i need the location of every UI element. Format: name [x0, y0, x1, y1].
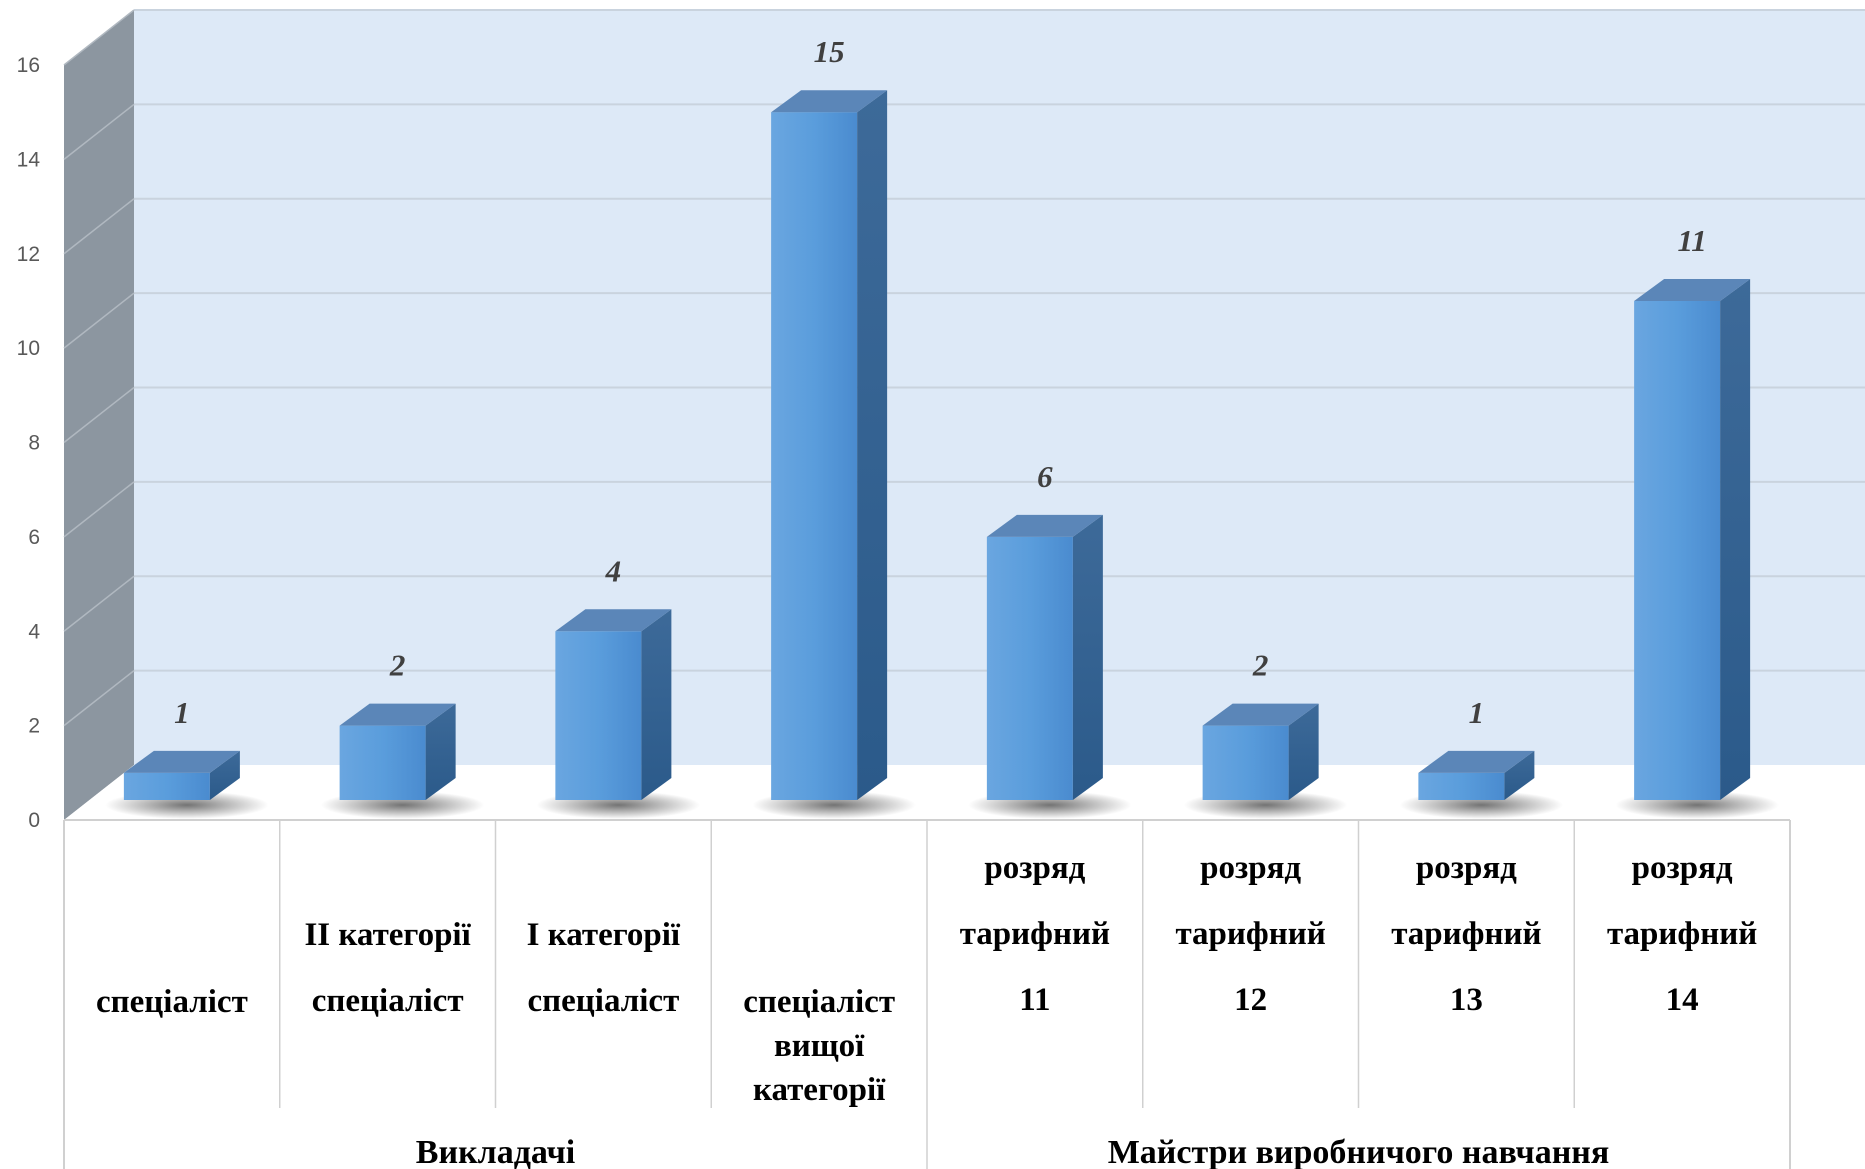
category-table: спеціаліст ІІ категорії спеціаліст І катего… — [63, 819, 1791, 1169]
bar-top — [986, 514, 1103, 537]
bar — [752, 90, 916, 819]
bar-front — [986, 536, 1073, 800]
category-label: тарифний — [960, 916, 1110, 952]
side-gridline — [63, 575, 135, 632]
y-tick-label: 4 — [28, 620, 40, 643]
bar-front — [1202, 725, 1289, 800]
data-label: 1 — [1469, 695, 1485, 730]
y-tick-label: 14 — [17, 148, 41, 171]
group-label: Викладачі — [416, 1134, 575, 1169]
bar-front — [1418, 772, 1505, 800]
bar-side — [1072, 514, 1103, 800]
side-gridline — [63, 198, 135, 255]
category-label: 14 — [1666, 982, 1699, 1018]
category-label: 12 — [1234, 982, 1267, 1018]
category-label: розряд — [1632, 850, 1733, 886]
bar — [1183, 703, 1348, 819]
category-label: розряд — [1416, 850, 1517, 886]
bar — [968, 514, 1132, 819]
side-gridline — [63, 9, 135, 66]
bar-side — [857, 90, 888, 800]
y-tick-label: 8 — [28, 432, 40, 455]
category-label: вищої — [774, 1028, 865, 1064]
data-label: 11 — [1677, 223, 1706, 258]
bar-side — [209, 750, 240, 800]
y-tick-label: 12 — [17, 243, 40, 266]
bar-side — [641, 609, 672, 800]
bar-front — [771, 112, 858, 800]
bar-top — [1634, 278, 1751, 301]
data-label: 1 — [174, 695, 190, 730]
category-label: спеціаліст — [96, 984, 248, 1020]
category-label: тарифний — [1607, 916, 1757, 952]
data-label: 15 — [814, 34, 845, 69]
side-gridline — [63, 103, 135, 160]
bar — [1615, 278, 1779, 819]
category-label: тарифний — [1175, 916, 1325, 952]
bar-front — [339, 725, 426, 800]
bar-side — [1288, 703, 1319, 800]
category-label: тарифний — [1391, 916, 1541, 952]
side-gridline — [63, 481, 135, 538]
data-label: 4 — [605, 553, 622, 588]
category-label: І категорії — [527, 917, 681, 953]
bar-front — [1634, 300, 1721, 800]
side-gridline — [63, 386, 135, 444]
bar-top — [1418, 750, 1535, 773]
y-tick-label: 2 — [28, 715, 40, 738]
category-label: 13 — [1450, 982, 1483, 1018]
category-label: 11 — [1019, 982, 1050, 1018]
data-label: 2 — [1252, 648, 1269, 683]
category-label: спеціаліст — [527, 983, 679, 1019]
category-label: розряд — [1200, 850, 1301, 886]
bar-top — [123, 750, 240, 773]
category-label: ІІ категорії — [304, 917, 471, 953]
bar-front — [123, 772, 210, 800]
bars — [105, 90, 1779, 819]
group-label: Майстри виробничого навчання — [1108, 1134, 1610, 1169]
bar-side — [425, 703, 456, 800]
data-label: 6 — [1037, 459, 1053, 494]
bar-top — [555, 609, 672, 632]
category-label: спеціаліст — [312, 983, 464, 1019]
bar — [536, 609, 701, 819]
y-tick-label: 6 — [28, 526, 40, 549]
y-tick-label: 16 — [17, 54, 40, 77]
bar-side — [1504, 750, 1535, 800]
bar-top — [771, 90, 888, 113]
data-label: 2 — [389, 648, 406, 683]
category-label: спеціаліст — [743, 984, 895, 1020]
y-tick-label: 0 — [28, 809, 40, 832]
bar-top — [339, 703, 456, 726]
y-axis-ticks: 0 2 4 6 8 10 12 14 16 — [17, 54, 41, 832]
bar-top — [1202, 703, 1319, 726]
bar-side — [1720, 278, 1751, 800]
y-tick-label: 10 — [17, 337, 40, 360]
bar — [1399, 750, 1564, 819]
category-label: розряд — [984, 850, 1085, 886]
bar — [320, 703, 485, 819]
side-gridline — [63, 292, 135, 349]
side-gridline — [63, 670, 135, 727]
category-label: категорії — [753, 1072, 886, 1108]
bar-front — [555, 631, 642, 800]
bar — [105, 750, 269, 819]
